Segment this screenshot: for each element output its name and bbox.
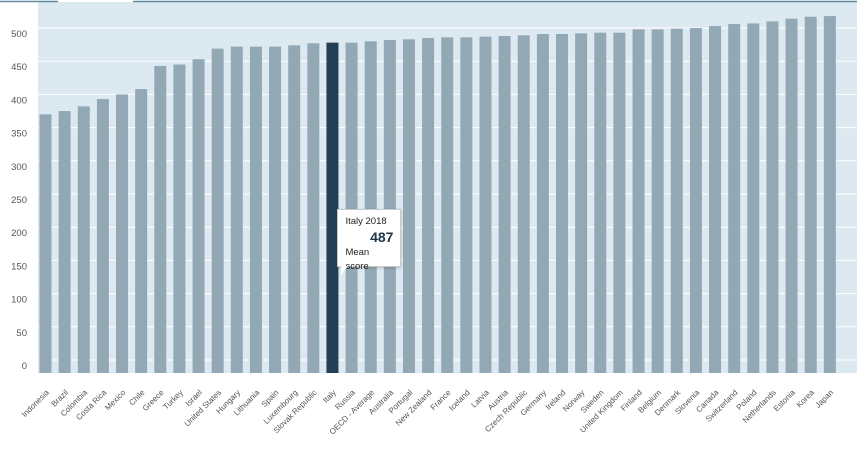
bar[interactable] <box>135 89 148 374</box>
y-tick-label: 350 <box>11 129 27 140</box>
bar[interactable] <box>613 32 626 374</box>
bar[interactable] <box>536 34 549 373</box>
bar[interactable] <box>498 35 511 374</box>
bar-highlighted[interactable] <box>326 42 339 373</box>
bar[interactable] <box>575 33 588 374</box>
bar[interactable] <box>670 28 683 373</box>
bar[interactable] <box>288 45 301 373</box>
bar[interactable] <box>651 29 664 373</box>
bar[interactable] <box>460 37 473 373</box>
bar[interactable] <box>517 35 530 373</box>
y-tick-label: 400 <box>11 95 27 106</box>
tooltip-title: Italy 2018 <box>345 216 387 227</box>
bar[interactable] <box>39 114 52 373</box>
y-tick-label: 100 <box>11 295 27 306</box>
bar[interactable] <box>173 64 186 373</box>
bar[interactable] <box>230 46 243 374</box>
bar-tooltip: Italy 2018 487 Mean score <box>337 209 402 275</box>
bar[interactable] <box>77 106 90 373</box>
bar[interactable] <box>211 48 224 374</box>
tooltip-pointer <box>341 266 349 275</box>
bar[interactable] <box>747 23 760 373</box>
bar[interactable] <box>709 26 722 374</box>
bar[interactable] <box>728 24 741 373</box>
y-tick-label: 450 <box>11 62 27 73</box>
bar[interactable] <box>116 94 129 374</box>
bar[interactable] <box>307 43 320 374</box>
bar[interactable] <box>594 32 607 374</box>
bar[interactable] <box>785 18 798 373</box>
bars <box>39 16 836 374</box>
bar[interactable] <box>383 39 396 373</box>
bar[interactable] <box>632 29 645 373</box>
bar[interactable] <box>364 41 377 374</box>
x-category-label: Turkey <box>161 388 184 411</box>
bar[interactable] <box>422 37 435 373</box>
bar[interactable] <box>804 16 817 374</box>
tooltip-value: 487 <box>370 229 394 245</box>
y-tick-label: 50 <box>16 328 27 339</box>
x-category-label: Greece <box>141 388 166 413</box>
y-tick-label: 500 <box>11 29 27 40</box>
bar[interactable] <box>479 36 492 373</box>
bar[interactable] <box>441 37 454 373</box>
bar[interactable] <box>249 46 262 374</box>
bar[interactable] <box>345 42 358 373</box>
x-category-label: Estonia <box>772 388 798 414</box>
bar[interactable] <box>269 46 282 374</box>
bar[interactable] <box>766 21 779 373</box>
y-tick-label: 300 <box>11 162 27 173</box>
y-tick-label: 200 <box>11 228 27 239</box>
x-category-label: Indonesia <box>20 388 51 419</box>
y-axis-tick-labels: 0 50 100 150 200 250 300 350 400 450 500 <box>11 29 27 372</box>
bar[interactable] <box>402 39 415 374</box>
bar[interactable] <box>154 65 167 374</box>
bar[interactable] <box>58 111 71 374</box>
x-category-label: Korea <box>795 388 817 410</box>
bar[interactable] <box>96 99 109 373</box>
bar[interactable] <box>556 34 569 373</box>
bar[interactable] <box>192 59 205 373</box>
y-tick-label: 0 <box>22 361 27 372</box>
tooltip-label: Mean score <box>345 247 370 272</box>
bar[interactable] <box>689 28 702 374</box>
x-category-label: Iceland <box>447 388 472 413</box>
x-category-label: Japan <box>813 388 835 410</box>
y-tick-label: 250 <box>11 195 27 206</box>
x-category-label: Mexico <box>103 388 128 413</box>
y-tick-label: 150 <box>11 261 27 272</box>
bar[interactable] <box>823 16 836 373</box>
